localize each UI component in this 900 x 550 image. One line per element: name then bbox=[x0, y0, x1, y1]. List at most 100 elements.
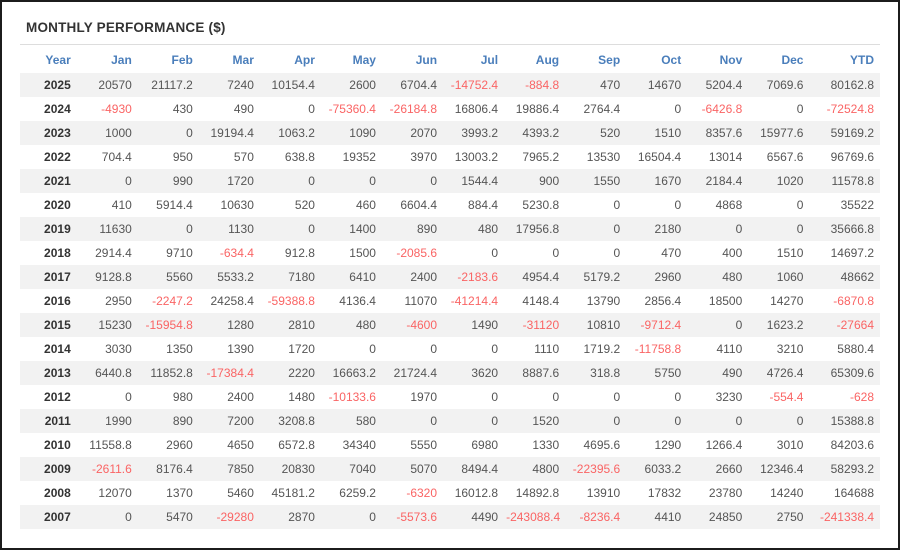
value-cell: 3208.8 bbox=[278, 414, 315, 428]
value-cell: 1500 bbox=[349, 246, 376, 260]
value-cell: 17956.8 bbox=[515, 222, 560, 236]
value-cell: 6604.4 bbox=[400, 198, 438, 212]
column-header-feb: Feb bbox=[171, 53, 193, 67]
year-cell: 2014 bbox=[44, 342, 71, 356]
value-cell: 16012.8 bbox=[454, 486, 499, 500]
value-cell: 1400 bbox=[349, 222, 376, 236]
value-cell: -634.4 bbox=[219, 246, 254, 260]
value-cell: 8176.4 bbox=[156, 462, 193, 476]
value-cell: 96769.6 bbox=[830, 150, 874, 164]
column-header-year: Year bbox=[45, 53, 71, 67]
value-cell: 2660 bbox=[715, 462, 743, 476]
value-cell: 460 bbox=[355, 198, 376, 212]
column-header-jul: Jul bbox=[480, 53, 499, 67]
year-cell: 2022 bbox=[44, 150, 71, 164]
value-cell: 0 bbox=[735, 222, 743, 236]
value-cell: 570 bbox=[233, 150, 254, 164]
value-cell: 4800 bbox=[532, 462, 560, 476]
value-cell: -31120 bbox=[522, 318, 560, 332]
value-cell: 1623.2 bbox=[766, 318, 804, 332]
value-cell: 2400 bbox=[227, 390, 254, 404]
value-cell: 13790 bbox=[586, 294, 621, 308]
table-row: 2007 0 5470 -29280 2870 0 -5573.6 4490 -243088.4… bbox=[20, 505, 880, 529]
value-cell: 13003.2 bbox=[454, 150, 499, 164]
value-cell: 4954.4 bbox=[522, 270, 560, 284]
value-cell: 1720 bbox=[288, 342, 315, 356]
value-cell: 5880.4 bbox=[837, 342, 874, 356]
page-title: MONTHLY PERFORMANCE ($) bbox=[26, 20, 226, 35]
value-cell: 13014 bbox=[708, 150, 743, 164]
year-cell: 2023 bbox=[44, 126, 71, 140]
value-cell: 84203.6 bbox=[830, 438, 874, 452]
value-cell: 0 bbox=[186, 126, 193, 140]
value-cell: 5750 bbox=[654, 366, 682, 380]
value-cell: 0 bbox=[125, 510, 132, 524]
table-row: 2014 3030 1350 1390 1720 0 0 0 1110 1719.2 -11758.… bbox=[20, 337, 880, 361]
value-cell: 430 bbox=[172, 102, 193, 116]
value-cell: -8236.4 bbox=[579, 510, 621, 524]
value-cell: 2960 bbox=[654, 270, 682, 284]
value-cell: 5070 bbox=[410, 462, 438, 476]
value-cell: 8887.6 bbox=[522, 366, 560, 380]
table-row: 2022 704.4 950 570 638.8 19352 3970 13003.2 7965… bbox=[20, 145, 880, 169]
table-row: 2020 410 5914.4 10630 520 460 6604.4 884.4 5230.… bbox=[20, 193, 880, 217]
value-cell: -27664 bbox=[836, 318, 874, 332]
value-cell: 3620 bbox=[471, 366, 499, 380]
column-header-oct: Oct bbox=[661, 53, 682, 67]
value-cell: 950 bbox=[172, 150, 193, 164]
value-cell: 480 bbox=[722, 270, 743, 284]
value-cell: 6980 bbox=[471, 438, 499, 452]
value-cell: 5560 bbox=[166, 270, 193, 284]
value-cell: -6426.8 bbox=[701, 102, 743, 116]
value-cell: -2247.2 bbox=[152, 294, 193, 308]
value-cell: -75360.4 bbox=[328, 102, 376, 116]
value-cell: 11070 bbox=[404, 294, 438, 308]
value-cell: 58293.2 bbox=[830, 462, 874, 476]
value-cell: 19886.4 bbox=[515, 102, 560, 116]
value-cell: 0 bbox=[430, 174, 438, 188]
value-cell: 890 bbox=[172, 414, 193, 428]
value-cell: 5230.8 bbox=[522, 198, 560, 212]
value-cell: 6567.6 bbox=[766, 150, 804, 164]
table-row: 2021 0 990 1720 0 0 0 1544.4 900 1550 1670 2184.4 10… bbox=[20, 169, 880, 193]
value-cell: 0 bbox=[674, 390, 682, 404]
table-row: 2009 -2611.6 8176.4 7850 20830 7040 5070 8494.4… bbox=[20, 457, 880, 481]
value-cell: 2750 bbox=[776, 510, 804, 524]
value-cell: 5550 bbox=[410, 438, 438, 452]
value-cell: 0 bbox=[613, 198, 621, 212]
value-cell: 7965.2 bbox=[522, 150, 560, 164]
value-cell: -72524.8 bbox=[826, 102, 874, 116]
table-row: 2018 2914.4 9710 -634.4 912.8 1500 -2085.6 0 0 0 4… bbox=[20, 241, 880, 265]
value-cell: 2870 bbox=[288, 510, 315, 524]
table-row: 2023 1000 0 19194.4 1063.2 1090 2070 3993.2 4393… bbox=[20, 121, 880, 145]
year-cell: 2011 bbox=[44, 414, 71, 428]
column-header-may: May bbox=[352, 53, 376, 67]
value-cell: 2220 bbox=[288, 366, 315, 380]
value-cell: 7069.6 bbox=[766, 78, 804, 92]
value-cell: 8494.4 bbox=[461, 462, 499, 476]
year-cell: 2017 bbox=[44, 270, 71, 284]
value-cell: 2810 bbox=[288, 318, 315, 332]
year-cell: 2020 bbox=[44, 198, 71, 212]
year-cell: 2018 bbox=[44, 246, 71, 260]
value-cell: 1390 bbox=[227, 342, 254, 356]
column-header-dec: Dec bbox=[781, 53, 804, 67]
value-cell: 490 bbox=[233, 102, 254, 116]
table-row: 2013 6440.8 11852.8 -17384.4 2220 16663.2 2172… bbox=[20, 361, 880, 385]
value-cell: 4410 bbox=[654, 510, 682, 524]
value-cell: 1063.2 bbox=[278, 126, 315, 140]
value-cell: -17384.4 bbox=[206, 366, 254, 380]
value-cell: -5573.6 bbox=[396, 510, 438, 524]
year-cell: 2016 bbox=[44, 294, 71, 308]
value-cell: 14270 bbox=[770, 294, 804, 308]
value-cell: 520 bbox=[294, 198, 315, 212]
value-cell: -2085.6 bbox=[396, 246, 438, 260]
value-cell: 0 bbox=[430, 414, 438, 428]
value-cell: -2611.6 bbox=[91, 462, 132, 476]
value-cell: 20830 bbox=[281, 462, 315, 476]
value-cell: 18500 bbox=[708, 294, 743, 308]
value-cell: 0 bbox=[735, 318, 743, 332]
value-cell: -11758.8 bbox=[634, 342, 682, 356]
value-cell: 2600 bbox=[349, 78, 376, 92]
value-cell: 1020 bbox=[776, 174, 804, 188]
